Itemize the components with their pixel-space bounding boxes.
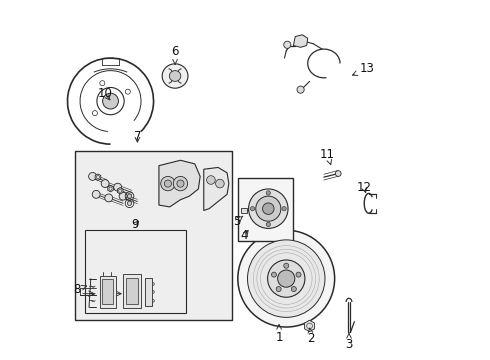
Text: 7: 7 [134,130,141,144]
Circle shape [276,287,281,292]
Text: 2: 2 [308,328,315,345]
Circle shape [282,207,286,211]
Circle shape [268,260,305,297]
Polygon shape [294,35,308,47]
Circle shape [335,171,341,176]
Bar [123,274,141,308]
Bar [241,208,247,213]
Circle shape [263,203,274,215]
Circle shape [173,176,188,191]
Ellipse shape [170,71,181,81]
Circle shape [114,183,122,191]
Circle shape [247,240,325,318]
Polygon shape [305,320,315,332]
Text: 13: 13 [352,62,374,76]
Circle shape [296,272,301,277]
Bar [126,278,138,305]
Circle shape [271,272,276,277]
Circle shape [89,172,97,180]
Circle shape [105,194,113,202]
Circle shape [119,192,127,200]
Circle shape [127,201,132,206]
Bar [85,230,186,313]
Polygon shape [118,188,123,194]
Circle shape [102,93,119,109]
Circle shape [256,196,281,221]
Circle shape [292,287,296,292]
Circle shape [266,191,270,195]
Polygon shape [204,167,229,211]
Text: 8: 8 [74,283,87,296]
Ellipse shape [162,64,188,88]
Polygon shape [95,174,101,180]
Circle shape [127,194,132,198]
Circle shape [238,230,335,327]
Circle shape [266,222,270,226]
Text: 4: 4 [241,229,248,242]
Circle shape [284,263,289,268]
Text: 6: 6 [172,45,179,64]
Circle shape [216,179,224,188]
Circle shape [297,86,304,93]
Text: 11: 11 [320,148,335,165]
Text: 1: 1 [275,324,283,344]
Circle shape [164,180,171,187]
Polygon shape [159,160,200,207]
Circle shape [177,180,184,187]
Circle shape [284,41,291,48]
Circle shape [92,190,100,198]
Circle shape [248,189,288,228]
Circle shape [278,270,295,287]
Bar [238,178,294,241]
Circle shape [161,176,175,191]
Text: 10: 10 [98,87,113,100]
Polygon shape [108,185,113,192]
Circle shape [101,180,109,188]
Bar [74,151,232,320]
Text: 9: 9 [131,218,139,231]
Text: 3: 3 [345,333,353,351]
Text: 5: 5 [233,215,243,228]
Bar [146,278,152,306]
Bar [102,279,113,305]
Text: 12: 12 [357,181,371,194]
Circle shape [207,176,215,184]
Bar [100,276,116,308]
Circle shape [250,207,255,211]
